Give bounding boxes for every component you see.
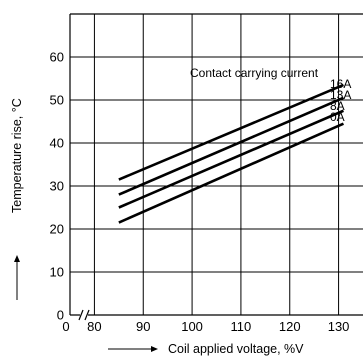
- axes: [14, 13, 363, 352]
- series-line-8A: [118, 109, 344, 209]
- y-tick-label: 60: [50, 50, 64, 65]
- series-line-13A: [118, 96, 344, 196]
- axis-break-mark: [84, 309, 90, 321]
- x-tick-label: 100: [181, 319, 203, 334]
- axis-break-mark: [78, 309, 84, 321]
- x-tick-label: 120: [279, 319, 301, 334]
- y-tick-label: 10: [50, 265, 64, 280]
- y-tick-label: 30: [50, 179, 64, 194]
- x-tick-label: 0: [62, 319, 69, 334]
- y-tick-label: 20: [50, 222, 64, 237]
- x-tick-label: 80: [87, 319, 101, 334]
- series-label-16A: 16A: [330, 77, 351, 91]
- y-label-arrowhead: [14, 255, 20, 262]
- series-line-0A: [118, 122, 344, 224]
- series-lines: [118, 83, 344, 224]
- series-label-0A: 0A: [330, 110, 345, 124]
- x-label-arrowhead: [151, 346, 158, 352]
- legend-title: Contact carrying current: [190, 66, 319, 80]
- series-label-8A: 8A: [330, 99, 345, 113]
- y-tick-label: 50: [50, 93, 64, 108]
- y-tick-label: 40: [50, 136, 64, 151]
- x-axis-label: Coil applied voltage, %V: [168, 342, 304, 356]
- tick-labels: 0 10 20 30 40 50 60 0 80 90 100 110 120 130: [50, 50, 350, 335]
- x-tick-label: 90: [136, 319, 150, 334]
- axis-break-gap: [80, 309, 88, 321]
- y-tick-label: 0: [57, 308, 64, 323]
- series-label-13A: 13A: [330, 88, 351, 102]
- x-tick-label: 110: [231, 319, 252, 334]
- x-tick-label: 130: [328, 319, 350, 334]
- series-line-16A: [118, 83, 344, 181]
- y-axis-label: Temperature rise, °C: [10, 98, 24, 213]
